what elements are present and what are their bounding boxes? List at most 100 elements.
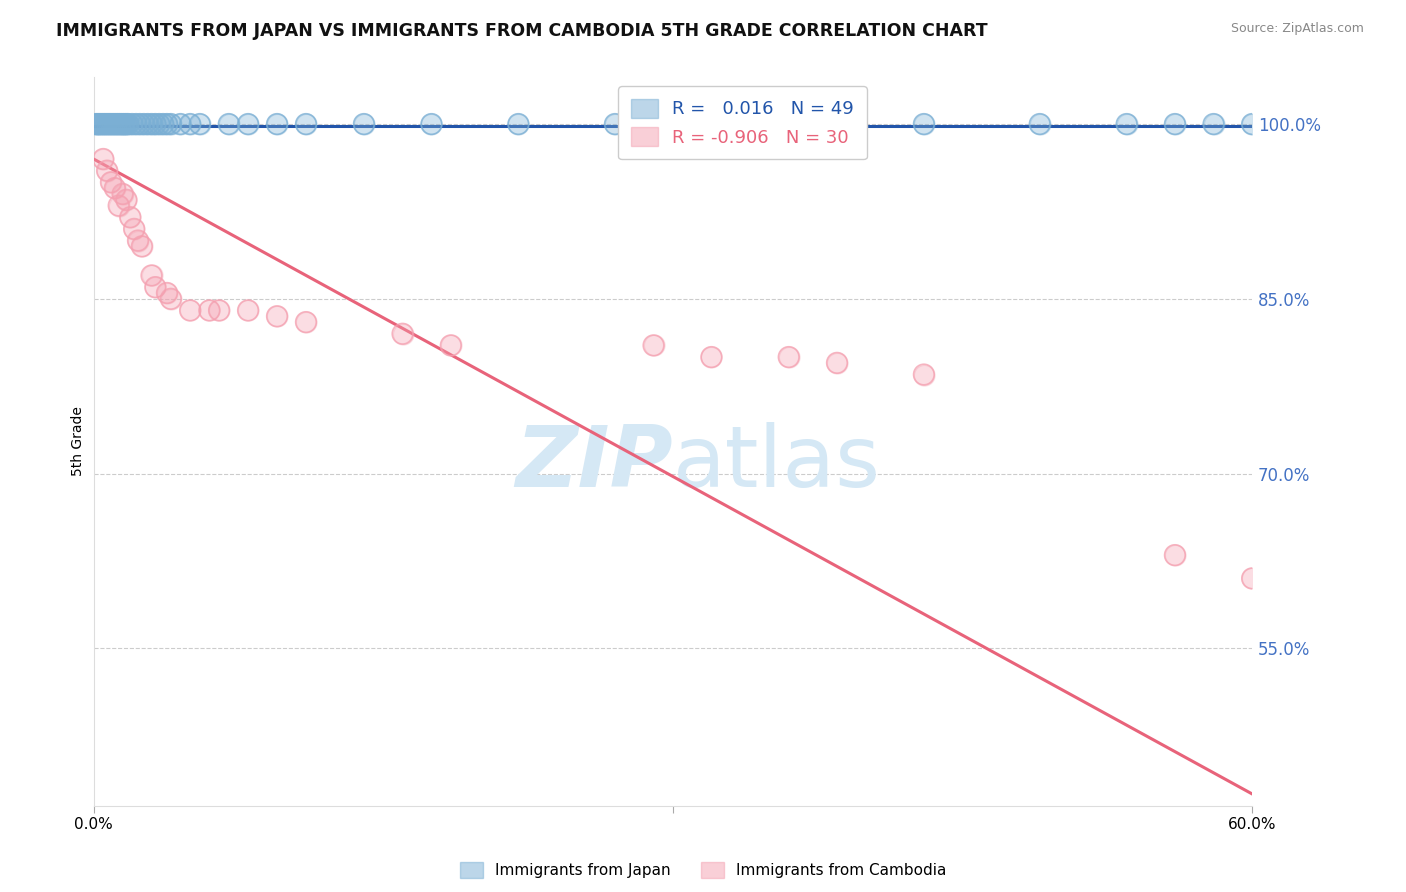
Point: [159, 292, 181, 306]
Point: [107, 198, 129, 212]
Point: [700, 350, 723, 364]
Point: [1115, 117, 1137, 131]
Point: [179, 303, 201, 318]
Y-axis label: 5th Grade: 5th Grade: [72, 407, 86, 476]
Point: [1279, 262, 1302, 277]
Point: [603, 117, 626, 131]
Point: [188, 117, 211, 131]
Point: [96, 117, 118, 131]
Point: [1029, 117, 1052, 131]
Point: [141, 268, 163, 283]
Point: [440, 338, 463, 352]
Point: [94, 117, 117, 131]
Text: Source: ZipAtlas.com: Source: ZipAtlas.com: [1230, 22, 1364, 36]
Point: [825, 356, 848, 370]
Point: [391, 326, 413, 341]
Point: [218, 117, 240, 131]
Point: [121, 117, 143, 131]
Text: IMMIGRANTS FROM JAPAN VS IMMIGRANTS FROM CAMBODIA 5TH GRADE CORRELATION CHART: IMMIGRANTS FROM JAPAN VS IMMIGRANTS FROM…: [56, 22, 988, 40]
Point: [1164, 548, 1187, 562]
Point: [148, 117, 170, 131]
Point: [129, 117, 152, 131]
Point: [111, 117, 134, 131]
Point: [912, 117, 935, 131]
Point: [179, 117, 201, 131]
Point: [96, 163, 118, 178]
Point: [122, 222, 145, 236]
Point: [132, 117, 155, 131]
Point: [91, 117, 114, 131]
Point: [643, 338, 665, 352]
Point: [353, 117, 375, 131]
Point: [778, 350, 800, 364]
Point: [115, 117, 138, 131]
Point: [145, 280, 167, 294]
Point: [1115, 117, 1137, 131]
Point: [295, 315, 318, 329]
Point: [1202, 117, 1225, 131]
Point: [815, 117, 838, 131]
Point: [136, 117, 159, 131]
Point: [145, 280, 167, 294]
Point: [179, 303, 201, 318]
Point: [295, 315, 318, 329]
Point: [145, 117, 167, 131]
Point: [100, 117, 122, 131]
Point: [700, 350, 723, 364]
Point: [815, 117, 838, 131]
Point: [91, 152, 114, 166]
Point: [179, 117, 201, 131]
Point: [84, 117, 107, 131]
Point: [86, 117, 108, 131]
Point: [105, 117, 128, 131]
Point: [111, 186, 134, 201]
Point: [129, 117, 152, 131]
Point: [420, 117, 443, 131]
Point: [188, 117, 211, 131]
Point: [89, 117, 111, 131]
Point: [643, 338, 665, 352]
Point: [110, 117, 132, 131]
Point: [90, 117, 112, 131]
Point: [778, 350, 800, 364]
Point: [218, 117, 240, 131]
Point: [1279, 262, 1302, 277]
Point: [111, 117, 134, 131]
Point: [156, 117, 179, 131]
Point: [440, 338, 463, 352]
Point: [127, 234, 149, 248]
Point: [132, 117, 155, 131]
Point: [148, 117, 170, 131]
Point: [508, 117, 530, 131]
Point: [198, 303, 221, 318]
Point: [121, 117, 143, 131]
Point: [100, 175, 122, 189]
Point: [100, 175, 122, 189]
Point: [1164, 117, 1187, 131]
Text: ZIP: ZIP: [515, 422, 673, 505]
Point: [912, 117, 935, 131]
Point: [169, 117, 191, 131]
Point: [266, 117, 288, 131]
Text: atlas: atlas: [673, 422, 880, 505]
Point: [156, 285, 179, 300]
Point: [295, 117, 318, 131]
Point: [114, 117, 136, 131]
Point: [115, 193, 138, 207]
Point: [107, 117, 129, 131]
Point: [198, 303, 221, 318]
Point: [136, 117, 159, 131]
Point: [1164, 117, 1187, 131]
Point: [266, 310, 288, 324]
Point: [295, 117, 318, 131]
Point: [353, 117, 375, 131]
Point: [104, 181, 127, 195]
Point: [266, 117, 288, 131]
Point: [156, 117, 179, 131]
Point: [110, 117, 132, 131]
Point: [125, 117, 148, 131]
Point: [825, 356, 848, 370]
Point: [420, 117, 443, 131]
Point: [131, 239, 153, 253]
Point: [111, 186, 134, 201]
